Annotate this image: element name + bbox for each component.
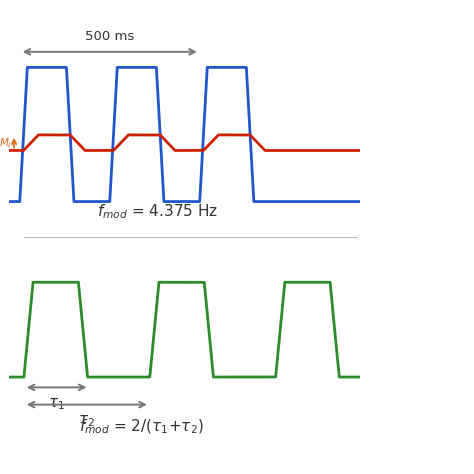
Text: 500 ms: 500 ms [85, 30, 135, 43]
Text: $\tau_2$: $\tau_2$ [78, 413, 95, 429]
Text: $f_{mod}$ = 2/($\tau_1$+$\tau_2$): $f_{mod}$ = 2/($\tau_1$+$\tau_2$) [79, 417, 204, 436]
Text: $M_i$: $M_i$ [0, 136, 12, 150]
Text: $\tau_1$: $\tau_1$ [48, 396, 65, 412]
Text: $f_{mod}$ = 4.375 Hz: $f_{mod}$ = 4.375 Hz [97, 203, 219, 221]
